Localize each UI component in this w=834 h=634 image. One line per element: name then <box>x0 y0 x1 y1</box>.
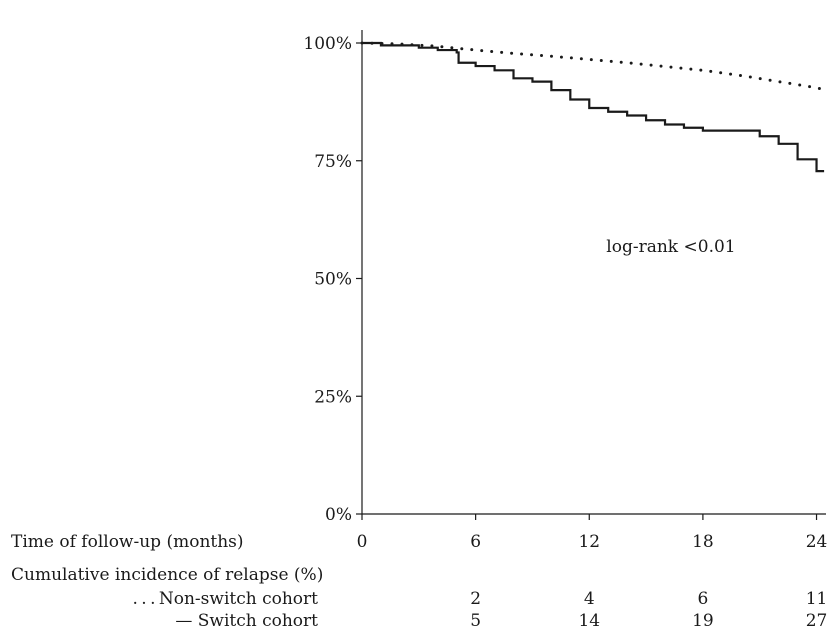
x-tick-label: 18 <box>692 532 714 552</box>
axes: 0% 25% 50% 75% 100% 0 6 12 18 24 <box>303 30 827 552</box>
series-group <box>360 41 826 173</box>
incidence-table: . . . Non-switch cohort 2 4 6 11 — Switch coh… <box>129 589 827 631</box>
table-cell: 2 <box>470 589 481 609</box>
y-tick-label: 25% <box>314 387 352 407</box>
y-tick-label: 50% <box>314 270 352 290</box>
incidence-table-title: Cumulative incidence of relapse (%) <box>11 565 323 585</box>
table-row-label: . . . Non-switch cohort <box>129 589 318 609</box>
series-switch-cohort <box>362 41 825 173</box>
table-cell: 27 <box>806 611 828 631</box>
table-cell: 5 <box>470 611 481 631</box>
series-non-switch-cohort <box>360 41 826 92</box>
table-row-label: — Switch cohort <box>175 611 318 631</box>
table-cell: 6 <box>697 589 708 609</box>
x-tick-label: 0 <box>357 532 368 552</box>
y-tick-label: 75% <box>314 152 352 172</box>
table-cell: 19 <box>692 611 714 631</box>
table-cell: 14 <box>578 611 600 631</box>
log-rank-annotation: log-rank <0.01 <box>606 237 735 257</box>
x-tick-label: 6 <box>470 532 481 552</box>
y-tick-label: 0% <box>325 505 352 525</box>
table-cell: 4 <box>584 589 595 609</box>
x-tick-label: 24 <box>806 532 828 552</box>
x-tick-label: 12 <box>578 532 600 552</box>
table-cell: 11 <box>806 589 828 609</box>
x-axis-label: Time of follow-up (months) <box>11 532 244 552</box>
y-tick-label: 100% <box>303 34 352 54</box>
